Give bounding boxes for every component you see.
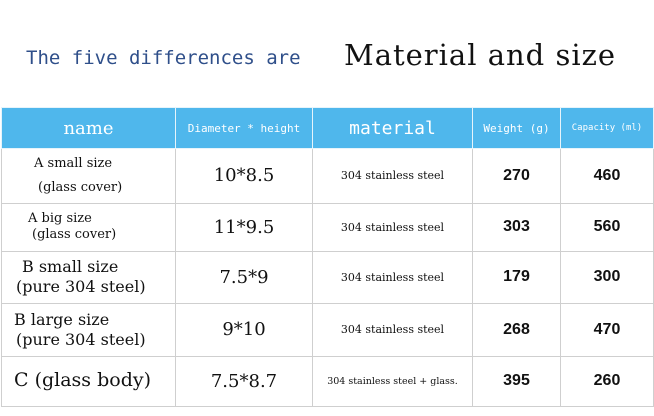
row-name-line1: A big size: [28, 210, 92, 226]
row-name: A big size (glass cover): [1, 202, 176, 252]
table-header-row: name Diameter * height material Weight (…: [1, 107, 654, 149]
header-material: material: [312, 107, 473, 149]
row-name-line2: (glass cover): [38, 179, 123, 195]
row-name: B small size (pure 304 steel): [1, 250, 176, 305]
spec-table: name Diameter * height material Weight (…: [1, 107, 654, 408]
row-capacity: 470: [560, 303, 654, 357]
row-capacity: 300: [560, 250, 654, 305]
row-weight: 268: [472, 303, 561, 357]
row-name-line1: A small size: [34, 155, 113, 171]
row-name-line1: B small size: [22, 257, 119, 277]
header-name: name: [1, 107, 176, 149]
row-name-line1: B large size: [14, 309, 110, 329]
row-weight: 179: [472, 250, 561, 305]
row-material: 304 stainless steel: [312, 202, 473, 252]
headline-lead: The five differences are: [26, 47, 301, 69]
row-dimension: 11*9.5: [175, 202, 313, 252]
row-capacity: 260: [560, 355, 654, 408]
row-capacity: 460: [560, 148, 654, 204]
row-name-line2: (pure 304 steel): [16, 329, 146, 349]
header-weight: Weight (g): [472, 107, 561, 149]
headline: The five differences are Material and si…: [26, 38, 654, 78]
row-dimension: 7.5*8.7: [175, 355, 313, 408]
row-dimension: 7.5*9: [175, 250, 313, 305]
row-dimension: 10*8.5: [175, 148, 313, 204]
table-row: B large size (pure 304 steel) 9*10 304 s…: [1, 303, 654, 357]
row-name-line2: (glass cover): [32, 227, 117, 243]
row-material: 304 stainless steel + glass.: [312, 355, 473, 408]
table-row: C (glass body) 7.5*8.7 304 stainless ste…: [1, 355, 654, 408]
row-dimension: 9*10: [175, 303, 313, 357]
row-material: 304 stainless steel: [312, 250, 473, 305]
row-name-line1: C (glass body): [14, 369, 152, 392]
row-weight: 395: [472, 355, 561, 408]
headline-emphasis: Material and size: [344, 38, 617, 72]
table-row: B small size (pure 304 steel) 7.5*9 304 …: [1, 250, 654, 305]
header-dimension: Diameter * height: [175, 107, 313, 149]
header-capacity: Capacity (ml): [560, 107, 654, 149]
row-capacity: 560: [560, 202, 654, 252]
row-name: B large size (pure 304 steel): [1, 303, 176, 357]
row-name: A small size (glass cover): [1, 148, 176, 204]
row-weight: 270: [472, 148, 561, 204]
table-row: A big size (glass cover) 11*9.5 304 stai…: [1, 202, 654, 252]
row-material: 304 stainless steel: [312, 148, 473, 204]
row-weight: 303: [472, 202, 561, 252]
row-name-line2: (pure 304 steel): [16, 277, 146, 297]
row-material: 304 stainless steel: [312, 303, 473, 357]
row-name: C (glass body): [1, 355, 176, 408]
table-row: A small size (glass cover) 10*8.5 304 st…: [1, 148, 654, 204]
